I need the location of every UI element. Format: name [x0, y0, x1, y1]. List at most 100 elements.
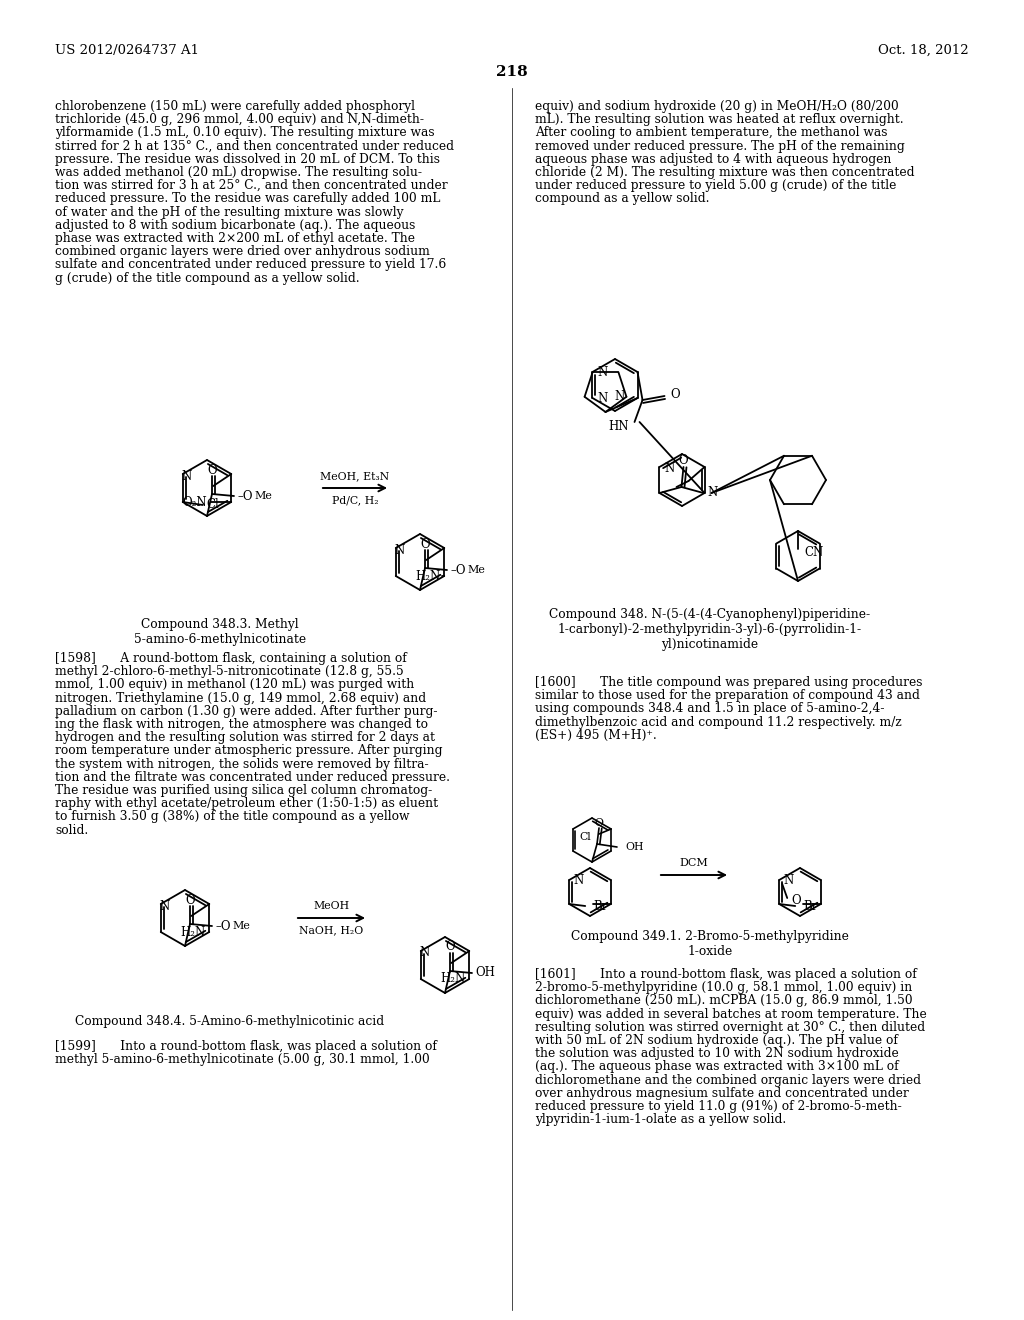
Text: using compounds 348.4 and 1.5 in place of 5-amino-2,4-: using compounds 348.4 and 1.5 in place o…: [535, 702, 885, 715]
Text: DCM: DCM: [680, 858, 709, 869]
Text: –O: –O: [215, 920, 230, 932]
Text: mmol, 1.00 equiv) in methanol (120 mL) was purged with: mmol, 1.00 equiv) in methanol (120 mL) w…: [55, 678, 415, 692]
Text: to furnish 3.50 g (38%) of the title compound as a yellow: to furnish 3.50 g (38%) of the title com…: [55, 810, 410, 824]
Text: mL). The resulting solution was heated at reflux overnight.: mL). The resulting solution was heated a…: [535, 114, 903, 127]
Text: Cl: Cl: [580, 832, 591, 842]
Text: Me: Me: [467, 565, 485, 576]
Text: hydrogen and the resulting solution was stirred for 2 days at: hydrogen and the resulting solution was …: [55, 731, 435, 744]
Text: Me: Me: [232, 921, 250, 931]
Text: 218: 218: [496, 65, 528, 79]
Text: (aq.). The aqueous phase was extracted with 3×100 mL of: (aq.). The aqueous phase was extracted w…: [535, 1060, 899, 1073]
Text: N: N: [420, 946, 430, 960]
Text: O: O: [671, 388, 680, 400]
Text: Cl: Cl: [207, 499, 219, 511]
Text: palladium on carbon (1.30 g) were added. After further purg-: palladium on carbon (1.30 g) were added.…: [55, 705, 437, 718]
Text: [1600]  The title compound was prepared using procedures: [1600] The title compound was prepared u…: [535, 676, 923, 689]
Text: O: O: [445, 940, 455, 953]
Text: (ES+) 495 (M+H)⁺.: (ES+) 495 (M+H)⁺.: [535, 729, 656, 742]
Text: under reduced pressure to yield 5.00 g (crude) of the title: under reduced pressure to yield 5.00 g (…: [535, 180, 896, 193]
Text: O: O: [185, 894, 195, 907]
Text: nitrogen. Triethylamine (15.0 g, 149 mmol, 2.68 equiv) and: nitrogen. Triethylamine (15.0 g, 149 mmo…: [55, 692, 426, 705]
Text: After cooling to ambient temperature, the methanol was: After cooling to ambient temperature, th…: [535, 127, 888, 140]
Text: resulting solution was stirred overnight at 30° C., then diluted: resulting solution was stirred overnight…: [535, 1020, 925, 1034]
Text: O: O: [420, 537, 430, 550]
Text: tion was stirred for 3 h at 25° C., and then concentrated under: tion was stirred for 3 h at 25° C., and …: [55, 180, 447, 193]
Text: O₂N: O₂N: [182, 495, 207, 508]
Text: Compound 348.4. 5-Amino-6-methylnicotinic acid: Compound 348.4. 5-Amino-6-methylnicotini…: [76, 1015, 385, 1028]
Text: Br: Br: [803, 899, 817, 912]
Text: O: O: [595, 818, 603, 828]
Text: MeOH: MeOH: [313, 902, 349, 911]
Text: Pd/C, H₂: Pd/C, H₂: [332, 495, 378, 506]
Text: g (crude) of the title compound as a yellow solid.: g (crude) of the title compound as a yel…: [55, 272, 359, 285]
Text: the system with nitrogen, the solids were removed by filtra-: the system with nitrogen, the solids wer…: [55, 758, 429, 771]
Text: equiv) was added in several batches at room temperature. The: equiv) was added in several batches at r…: [535, 1007, 927, 1020]
Text: of water and the pH of the resulting mixture was slowly: of water and the pH of the resulting mix…: [55, 206, 403, 219]
Text: chlorobenzene (150 mL) were carefully added phosphoryl: chlorobenzene (150 mL) were carefully ad…: [55, 100, 415, 114]
Text: dimethylbenzoic acid and compound 11.2 respectively. m/z: dimethylbenzoic acid and compound 11.2 r…: [535, 715, 902, 729]
Text: O: O: [679, 454, 688, 467]
Text: N: N: [394, 544, 404, 557]
Text: MeOH, Et₃N: MeOH, Et₃N: [321, 471, 389, 480]
Text: Compound 348. N-(5-(4-(4-Cyanophenyl)piperidine-
1-carbonyl)-2-methylpyridin-3-y: Compound 348. N-(5-(4-(4-Cyanophenyl)pip…: [550, 609, 870, 651]
Text: N: N: [665, 462, 675, 474]
Text: similar to those used for the preparation of compound 43 and: similar to those used for the preparatio…: [535, 689, 920, 702]
Text: Compound 349.1. 2-Bromo-5-methylpyridine
1-oxide: Compound 349.1. 2-Bromo-5-methylpyridine…: [571, 931, 849, 958]
Text: H₂N: H₂N: [180, 925, 205, 939]
Text: tion and the filtrate was concentrated under reduced pressure.: tion and the filtrate was concentrated u…: [55, 771, 450, 784]
Text: chloride (2 M). The resulting mixture was then concentrated: chloride (2 M). The resulting mixture wa…: [535, 166, 914, 180]
Text: was added methanol (20 mL) dropwise. The resulting solu-: was added methanol (20 mL) dropwise. The…: [55, 166, 422, 180]
Text: methyl 2-chloro-6-methyl-5-nitronicotinate (12.8 g, 55.5: methyl 2-chloro-6-methyl-5-nitronicotina…: [55, 665, 403, 678]
Text: Oct. 18, 2012: Oct. 18, 2012: [879, 44, 969, 57]
Text: [1601]  Into a round-bottom flask, was placed a solution of: [1601] Into a round-bottom flask, was pl…: [535, 968, 916, 981]
Text: O: O: [207, 463, 217, 477]
Text: –O: –O: [450, 564, 466, 577]
Text: equiv) and sodium hydroxide (20 g) in MeOH/H₂O (80/200: equiv) and sodium hydroxide (20 g) in Me…: [535, 100, 899, 114]
Text: dichloromethane and the combined organic layers were dried: dichloromethane and the combined organic…: [535, 1073, 921, 1086]
Text: OH: OH: [625, 842, 643, 851]
Text: US 2012/0264737 A1: US 2012/0264737 A1: [55, 44, 199, 57]
Text: sulfate and concentrated under reduced pressure to yield 17.6: sulfate and concentrated under reduced p…: [55, 259, 446, 272]
Text: N: N: [597, 367, 607, 380]
Text: pressure. The residue was dissolved in 20 mL of DCM. To this: pressure. The residue was dissolved in 2…: [55, 153, 440, 166]
Text: N: N: [783, 874, 794, 887]
Text: [1599]  Into a round-bottom flask, was placed a solution of: [1599] Into a round-bottom flask, was pl…: [55, 1040, 437, 1053]
Text: ing the flask with nitrogen, the atmosphere was changed to: ing the flask with nitrogen, the atmosph…: [55, 718, 428, 731]
Text: adjusted to 8 with sodium bicarbonate (aq.). The aqueous: adjusted to 8 with sodium bicarbonate (a…: [55, 219, 416, 232]
Text: reduced pressure to yield 11.0 g (91%) of 2-bromo-5-meth-: reduced pressure to yield 11.0 g (91%) o…: [535, 1100, 902, 1113]
Text: OH: OH: [475, 966, 495, 979]
Text: Br: Br: [593, 899, 607, 912]
Text: removed under reduced pressure. The pH of the remaining: removed under reduced pressure. The pH o…: [535, 140, 905, 153]
Text: ylformamide (1.5 mL, 0.10 equiv). The resulting mixture was: ylformamide (1.5 mL, 0.10 equiv). The re…: [55, 127, 434, 140]
Text: CN: CN: [804, 546, 823, 560]
Text: N: N: [708, 487, 718, 499]
Text: ylpyridin-1-ium-1-olate as a yellow solid.: ylpyridin-1-ium-1-olate as a yellow soli…: [535, 1113, 786, 1126]
Text: the solution was adjusted to 10 with 2N sodium hydroxide: the solution was adjusted to 10 with 2N …: [535, 1047, 899, 1060]
Text: –O: –O: [237, 490, 253, 503]
Text: methyl 5-amino-6-methylnicotinate (5.00 g, 30.1 mmol, 1.00: methyl 5-amino-6-methylnicotinate (5.00 …: [55, 1053, 430, 1067]
Text: phase was extracted with 2×200 mL of ethyl acetate. The: phase was extracted with 2×200 mL of eth…: [55, 232, 415, 246]
Text: The residue was purified using silica gel column chromatog-: The residue was purified using silica ge…: [55, 784, 432, 797]
Text: compound as a yellow solid.: compound as a yellow solid.: [535, 193, 710, 206]
Text: [1598]  A round-bottom flask, containing a solution of: [1598] A round-bottom flask, containing …: [55, 652, 407, 665]
Text: room temperature under atmospheric pressure. After purging: room temperature under atmospheric press…: [55, 744, 442, 758]
Text: N: N: [614, 391, 625, 404]
Text: trichloride (45.0 g, 296 mmol, 4.00 equiv) and N,N-dimeth-: trichloride (45.0 g, 296 mmol, 4.00 equi…: [55, 114, 424, 127]
Text: H₂N: H₂N: [415, 569, 440, 582]
Text: solid.: solid.: [55, 824, 88, 837]
Text: aqueous phase was adjusted to 4 with aqueous hydrogen: aqueous phase was adjusted to 4 with aqu…: [535, 153, 891, 166]
Text: N: N: [573, 874, 584, 887]
Text: with 50 mL of 2N sodium hydroxide (aq.). The pH value of: with 50 mL of 2N sodium hydroxide (aq.).…: [535, 1034, 898, 1047]
Text: H₂N: H₂N: [440, 973, 465, 986]
Text: reduced pressure. To the residue was carefully added 100 mL: reduced pressure. To the residue was car…: [55, 193, 440, 206]
Text: Compound 348.3. Methyl
5-amino-6-methylnicotinate: Compound 348.3. Methyl 5-amino-6-methyln…: [134, 618, 306, 645]
Text: N: N: [160, 899, 170, 912]
Text: combined organic layers were dried over anhydrous sodium: combined organic layers were dried over …: [55, 246, 430, 259]
Text: 2-bromo-5-methylpyridine (10.0 g, 58.1 mmol, 1.00 equiv) in: 2-bromo-5-methylpyridine (10.0 g, 58.1 m…: [535, 981, 912, 994]
Text: raphy with ethyl acetate/petroleum ether (1:50-1:5) as eluent: raphy with ethyl acetate/petroleum ether…: [55, 797, 438, 810]
Text: O: O: [792, 894, 801, 907]
Text: N: N: [597, 392, 607, 404]
Text: dichloromethane (250 mL). mCPBA (15.0 g, 86.9 mmol, 1.50: dichloromethane (250 mL). mCPBA (15.0 g,…: [535, 994, 912, 1007]
Text: NaOH, H₂O: NaOH, H₂O: [299, 925, 364, 935]
Text: Me: Me: [254, 491, 272, 502]
